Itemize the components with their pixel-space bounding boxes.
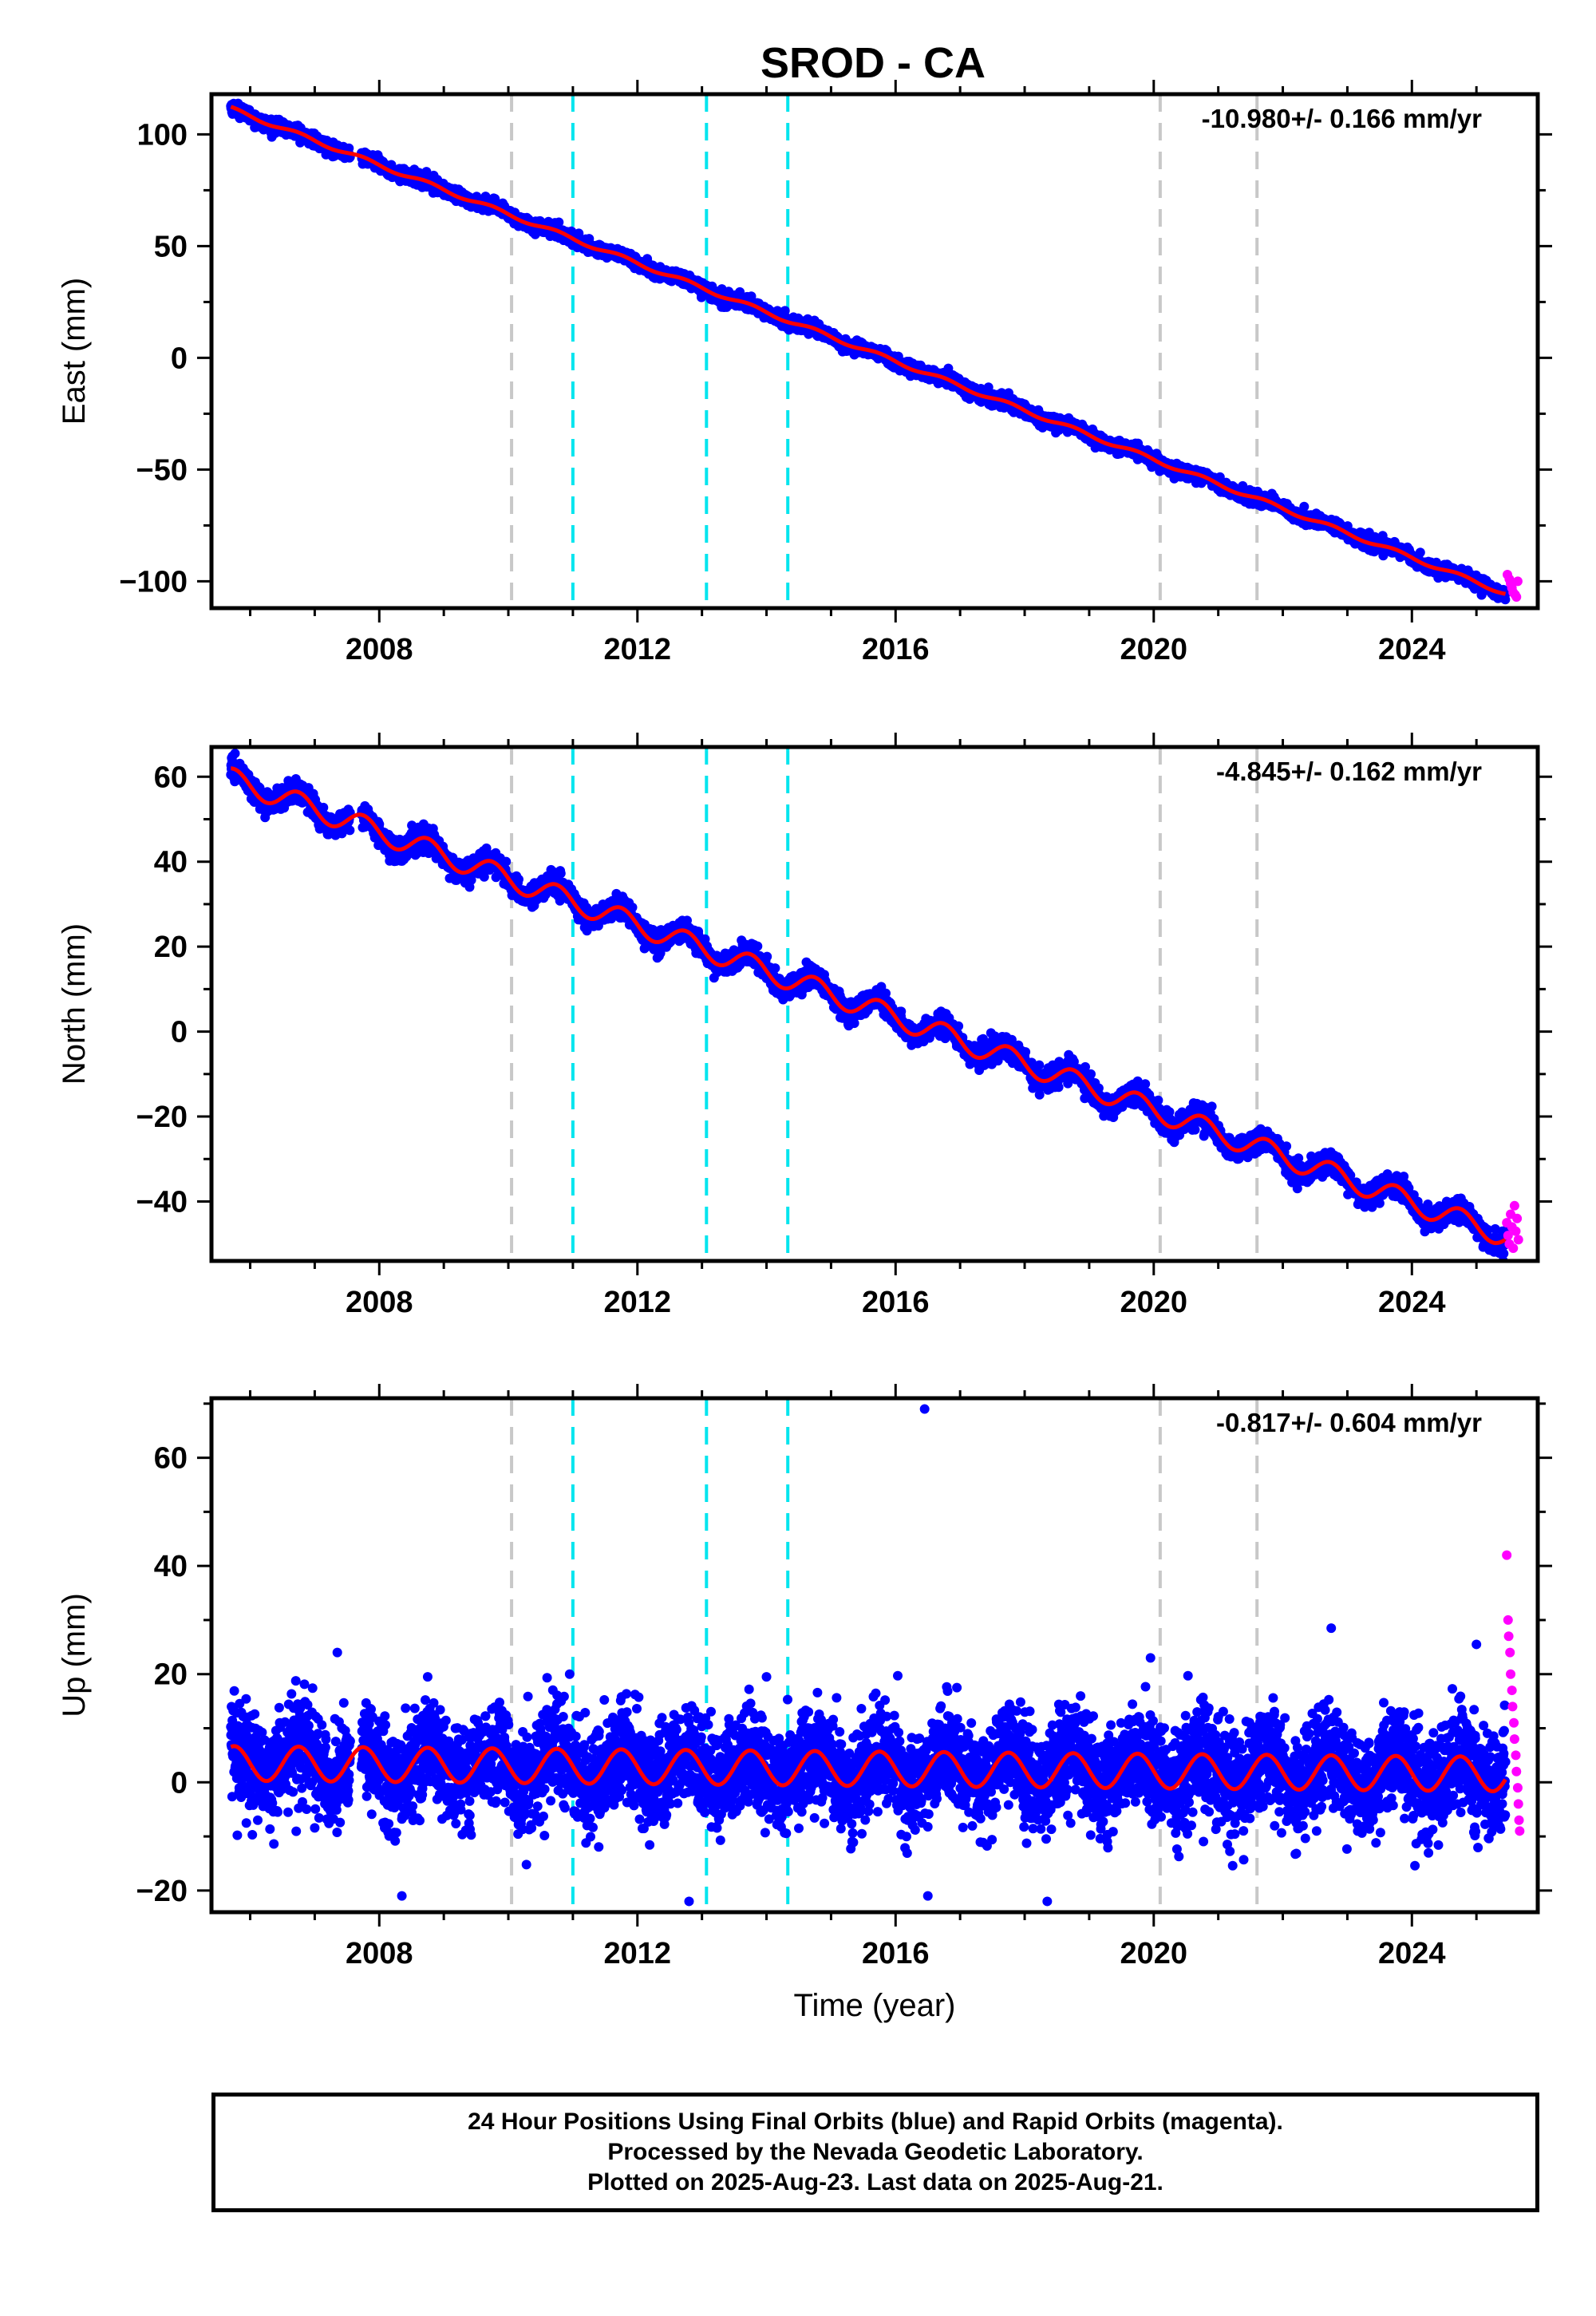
daily-position-point <box>230 749 240 759</box>
x-tick-label: 2008 <box>346 633 413 666</box>
plot-area <box>226 94 1523 608</box>
x-tick-label: 2016 <box>862 633 930 666</box>
y-tick-label: 0 <box>171 342 188 375</box>
y-tick-label: 100 <box>137 118 188 152</box>
y-tick-label: −100 <box>119 565 188 599</box>
rapid-position-point <box>1512 576 1523 587</box>
x-tick-label: 2020 <box>1120 633 1188 666</box>
velocity-label: -10.980+/- 0.166 mm/yr <box>1202 104 1482 133</box>
east-panel: 2008 2012 2016 2020 2024 −100 −50 0 50 100 East (m… <box>57 80 1552 666</box>
figure-title: SROD - CA <box>760 39 986 87</box>
daily-position-point <box>1299 501 1310 512</box>
x-tick-label: 2024 <box>1378 633 1446 666</box>
y-tick-label: −50 <box>136 453 188 487</box>
x-tick-label: 2012 <box>604 633 672 666</box>
daily-position-point <box>1500 595 1511 605</box>
rapid-position-point <box>1511 592 1522 602</box>
plot-area <box>226 747 1523 1261</box>
daily-position-point <box>1415 547 1425 558</box>
y-tick-label: 50 <box>154 230 188 263</box>
y-axis-label: East (mm) <box>57 278 92 425</box>
model-fit-line <box>230 105 1507 596</box>
